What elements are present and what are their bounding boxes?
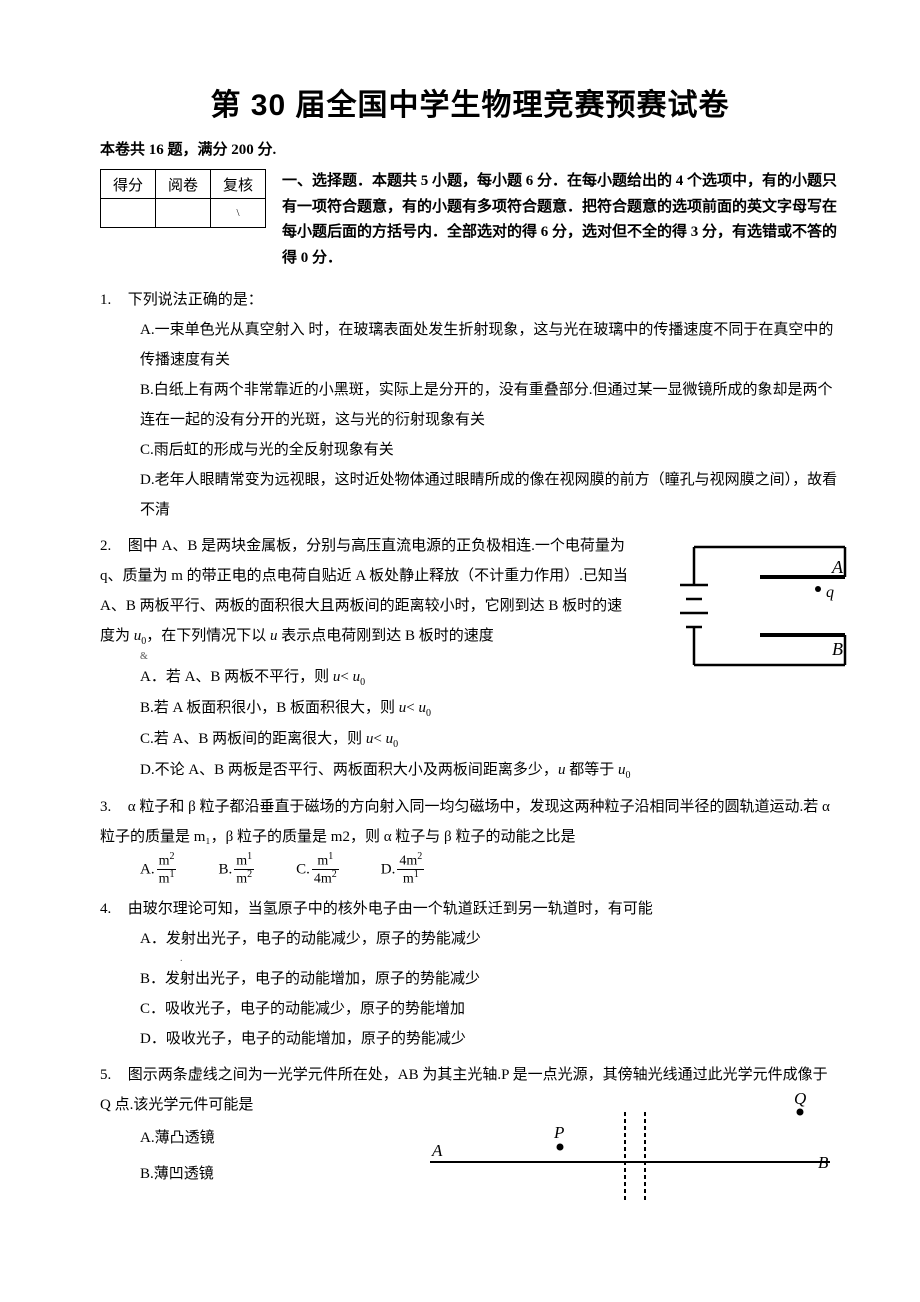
exam-subtitle: 本卷共 16 题，满分 200 分. xyxy=(100,138,840,159)
section1-intro: 一、选择题．本题共 5 小题，每小题 6 分．在每小题给出的 4 个选项中，有的… xyxy=(282,169,840,271)
q2-stem-part2: ，在下列情况下以 xyxy=(146,628,270,644)
mark: . xyxy=(140,954,840,964)
score-cell xyxy=(156,199,211,228)
score-col-3: 复核 xyxy=(211,170,266,199)
q1-opt-c: C.雨后虹的形成与光的全反射现象有关 xyxy=(140,435,840,465)
q1-stem: 下列说法正确的是： xyxy=(128,292,263,308)
question-1: 1. 下列说法正确的是： A.一束单色光从真空射入 时，在玻璃表面处发生折射现象… xyxy=(100,285,840,525)
score-cell: \ xyxy=(211,199,266,228)
q2-label-a: A xyxy=(831,557,844,577)
q1-num: 1. xyxy=(100,285,124,315)
q2-u: u xyxy=(270,628,278,644)
question-5: 5. 图示两条虚线之间为一光学元件所在处，AB 为其主光轴.P 是一点光源，其傍… xyxy=(100,1060,840,1192)
q1-opt-a: A.一束单色光从真空射入 时，在玻璃表面处发生折射现象，这与光在玻璃中的传播速度… xyxy=(140,315,840,375)
q3-opt-b: B.m1m2 xyxy=(218,852,256,888)
exam-title: 第 30 届全国中学生物理竞赛预赛试卷 xyxy=(100,80,840,124)
q4-opt-a: A．发射出光子，电子的动能减少，原子的势能减少 xyxy=(140,924,840,954)
q2-opt-d: D.不论 A、B 两板是否平行、两板面积大小及两板间距离多少，u 都等于 u0 xyxy=(140,755,840,786)
score-col-1: 得分 xyxy=(101,170,156,199)
q3-opt-d: D.4m2m1 xyxy=(381,852,426,888)
q3-stem: α 粒子和 β 粒子都沿垂直于磁场的方向射入同一均匀磁场中，发现这两种粒子沿相同… xyxy=(100,799,830,845)
q4-stem: 由玻尔理论可知，当氢原子中的核外电子由一个轨道跃迁到另一轨道时，有可能 xyxy=(128,901,653,917)
q5-label-q: Q xyxy=(794,1092,806,1108)
q2-label-b: B xyxy=(832,639,843,659)
q3-opt-a: A.m2m1 xyxy=(140,852,178,888)
question-4: 4. 由玻尔理论可知，当氢原子中的核外电子由一个轨道跃迁到另一轨道时，有可能 A… xyxy=(100,894,840,1054)
point-q xyxy=(797,1108,804,1115)
q5-figure: A B P Q xyxy=(420,1092,840,1202)
q4-opt-d: D．吸收光子，电子的动能增加，原子的势能减少 xyxy=(140,1024,840,1054)
q2-figure: A q B xyxy=(650,537,850,677)
q2-stem-part3: 表示点电荷刚到达 B 板时的速度 xyxy=(278,628,494,644)
q5-label-p: P xyxy=(553,1123,564,1142)
q1-opt-b: B.白纸上有两个非常靠近的小黑斑，实际上是分开的，没有重叠部分.但通过某一显微镜… xyxy=(140,375,840,435)
q3-opt-c: C.m14m2 xyxy=(296,852,341,888)
score-table: 得分 阅卷 复核 \ xyxy=(100,169,266,228)
score-col-2: 阅卷 xyxy=(156,170,211,199)
q2-num: 2. xyxy=(100,531,124,561)
q2-label-q: q xyxy=(826,584,834,601)
q5-num: 5. xyxy=(100,1060,124,1090)
question-2: 2. 图中 A、B 是两块金属板，分别与高压直流电源的正负极相连.一个电荷量为 … xyxy=(100,531,840,786)
q3-num: 3. xyxy=(100,792,124,822)
q5-label-a: A xyxy=(431,1141,443,1160)
q4-opt-c: C．吸收光子，电子的动能减少，原子的势能增加 xyxy=(140,994,840,1024)
q5-label-b: B xyxy=(818,1153,829,1172)
q2-stem: 图中 A、B 是两块金属板，分别与高压直流电源的正负极相连.一个电荷量为 q、质… xyxy=(100,538,628,644)
q2-opt-b: B.若 A 板面积很小，B 板面积很大，则 u< u0 xyxy=(140,693,840,724)
q4-num: 4. xyxy=(100,894,124,924)
header-row: 得分 阅卷 复核 \ 一、选择题．本题共 5 小题，每小题 6 分．在每小题给出… xyxy=(100,169,840,271)
q2-opt-c: C.若 A、B 两板间的距离很大，则 u< u0 xyxy=(140,724,840,755)
point-p xyxy=(557,1143,564,1150)
score-cell xyxy=(101,199,156,228)
charge-dot xyxy=(815,586,821,592)
q4-opt-b: B．发射出光子，电子的动能增加，原子的势能减少 xyxy=(140,964,840,994)
q1-opt-d: D.老年人眼睛常变为远视眼，这时近处物体通过眼睛所成的像在视网膜的前方（瞳孔与视… xyxy=(140,465,840,525)
question-3: 3. α 粒子和 β 粒子都沿垂直于磁场的方向射入同一均匀磁场中，发现这两种粒子… xyxy=(100,792,840,888)
